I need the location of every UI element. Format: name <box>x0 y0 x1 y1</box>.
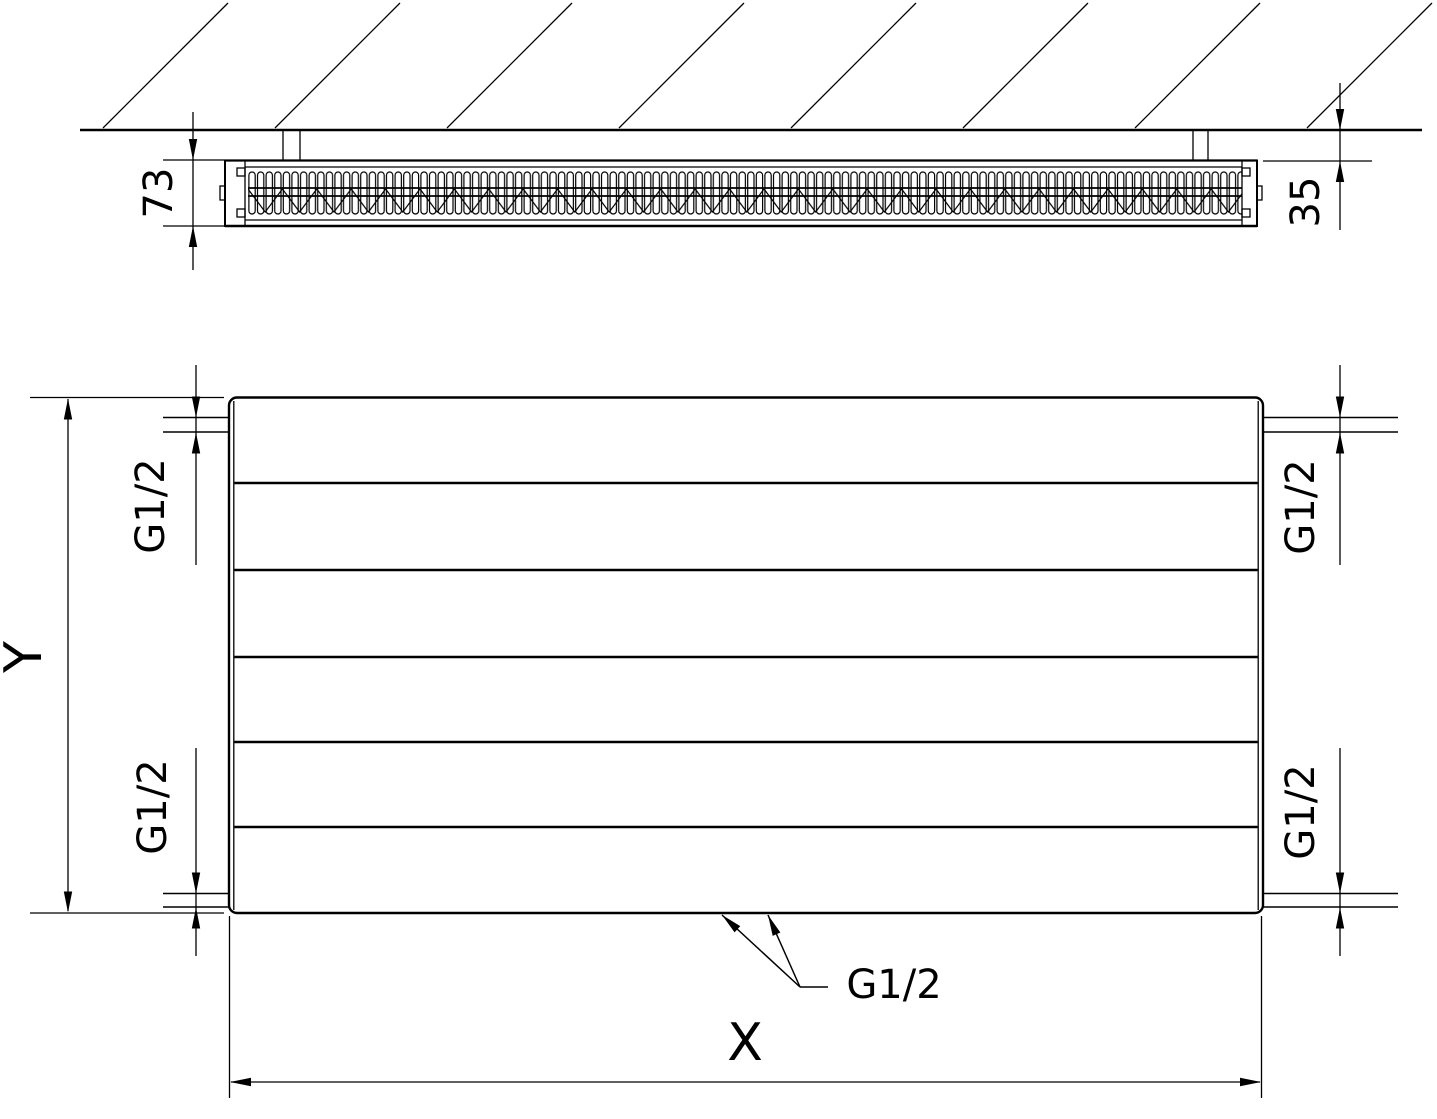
convector-fins <box>248 171 1242 215</box>
connection-stub-top-right <box>1263 416 1398 433</box>
dimension-connection-top-right: G1/2 <box>1278 365 1345 565</box>
clip <box>236 167 246 177</box>
connection-label-top-left: G1/2 <box>128 458 174 553</box>
clip <box>236 208 246 218</box>
radiator-section <box>219 159 1263 228</box>
clip <box>1241 167 1251 177</box>
clip <box>1241 208 1251 218</box>
dimension-height-Y: Y <box>0 396 224 914</box>
front-view: G1/2 G1/2 G1/2 G1/2 Y <box>0 365 1398 1098</box>
wall-bracket-left <box>282 131 301 160</box>
wall-bracket-right <box>1192 131 1209 160</box>
connection-label-bottom-right: G1/2 <box>1278 764 1324 859</box>
wall-hatching <box>102 2 1433 129</box>
dimension-depth-73: 73 <box>136 112 225 270</box>
connection-label-top-right: G1/2 <box>1278 459 1324 554</box>
dimension-connection-bottom-right: G1/2 <box>1278 748 1345 956</box>
height-dim-label: Y <box>0 641 54 674</box>
plug-left <box>219 185 226 201</box>
panel-grooves <box>234 481 1258 829</box>
plug-right <box>1256 185 1263 201</box>
width-dim-label: X <box>727 1013 763 1073</box>
dimension-connection-top-left: G1/2 <box>128 365 201 565</box>
connection-label-bottom-center: G1/2 <box>846 962 941 1008</box>
connection-label-bottom-left: G1/2 <box>130 759 176 854</box>
leader-connection-bottom-center: G1/2 <box>719 911 942 1008</box>
wall-gap-dim-label: 35 <box>1283 177 1329 228</box>
section-view: 73 35 <box>80 2 1433 270</box>
radiator-panel <box>227 396 1265 915</box>
dimension-connection-bottom-left: G1/2 <box>130 748 201 956</box>
dimension-wall-gap-35: 35 <box>1263 83 1372 230</box>
depth-dim-label: 73 <box>136 168 182 219</box>
connection-stub-bottom-right <box>1263 892 1398 908</box>
dimension-width-X: X <box>228 916 1263 1098</box>
